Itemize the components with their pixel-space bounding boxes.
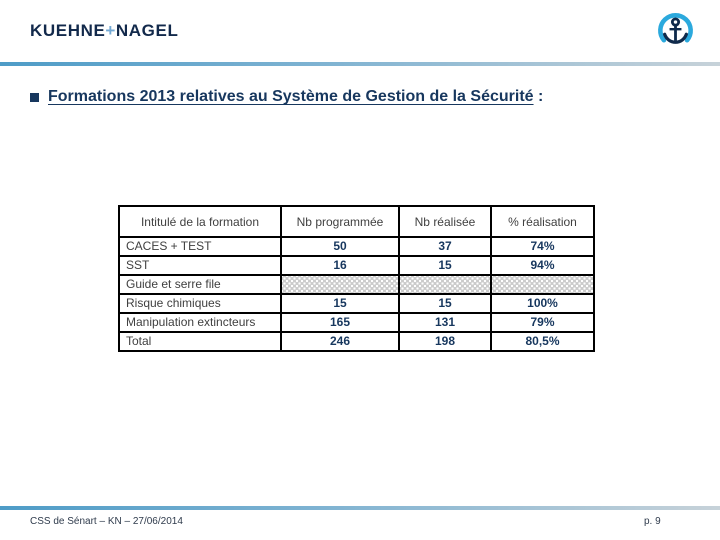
cell-programmee: 246: [280, 331, 400, 352]
table-row: Guide et serre file: [118, 274, 595, 295]
logo-plus: +: [105, 21, 116, 40]
cell-pct: 94%: [490, 255, 595, 276]
cell-programmee: 15: [280, 293, 400, 314]
logo-kuehne: KUEHNE: [30, 21, 106, 40]
formations-table: Intitulé de la formation Nb programmée N…: [118, 205, 595, 352]
title-colon: :: [533, 88, 544, 105]
table-row: SST 16 15 94%: [118, 255, 595, 276]
table-row: CACES + TEST 50 37 74%: [118, 236, 595, 257]
row-label: Total: [118, 331, 282, 352]
page-title-text: Formations 2013 relatives au Système de …: [48, 88, 543, 106]
col-header-intitule: Intitulé de la formation: [118, 205, 282, 238]
cell-pct: 74%: [490, 236, 595, 257]
anchor-icon: [658, 13, 693, 44]
cell-realisee: 131: [398, 312, 492, 333]
cell-realisee: 198: [398, 331, 492, 352]
logo-nagel: NAGEL: [115, 21, 179, 40]
anchor-circle-icon: [656, 11, 695, 50]
table-header-row: Intitulé de la formation Nb programmée N…: [118, 205, 595, 238]
cell-programmee: 16: [280, 255, 400, 276]
cell-realisee: 15: [398, 293, 492, 314]
cell-programmee: 50: [280, 236, 400, 257]
cell-shaded-empty: [280, 274, 400, 295]
page-number: p. 9: [644, 516, 661, 527]
cell-realisee: 37: [398, 236, 492, 257]
footer-text: CSS de Sénart – KN – 27/06/2014: [30, 516, 183, 527]
cell-programmee: 165: [280, 312, 400, 333]
col-header-programmee: Nb programmée: [280, 205, 400, 238]
row-label: Guide et serre file: [118, 274, 282, 295]
cell-pct: 79%: [490, 312, 595, 333]
cell-shaded-empty: [398, 274, 492, 295]
table-row: Manipulation extincteurs 165 131 79%: [118, 312, 595, 333]
cell-pct: 100%: [490, 293, 595, 314]
cell-shaded-empty: [490, 274, 595, 295]
row-label: SST: [118, 255, 282, 276]
kuehne-nagel-logo: KUEHNE+NAGEL: [30, 21, 178, 41]
cell-realisee: 15: [398, 255, 492, 276]
bullet-square-icon: [30, 93, 39, 102]
col-header-realisation: % réalisation: [490, 205, 595, 238]
table-row: Risque chimiques 15 15 100%: [118, 293, 595, 314]
page-title: Formations 2013 relatives au Système de …: [30, 88, 543, 106]
row-label: Risque chimiques: [118, 293, 282, 314]
footer-divider: [0, 506, 720, 510]
row-label: CACES + TEST: [118, 236, 282, 257]
table-row-total: Total 246 198 80,5%: [118, 331, 595, 352]
title-underlined: Formations 2013 relatives au Système de …: [48, 88, 534, 105]
cell-pct: 80,5%: [490, 331, 595, 352]
row-label: Manipulation extincteurs: [118, 312, 282, 333]
header-divider: [0, 62, 720, 66]
col-header-realisee: Nb réalisée: [398, 205, 492, 238]
